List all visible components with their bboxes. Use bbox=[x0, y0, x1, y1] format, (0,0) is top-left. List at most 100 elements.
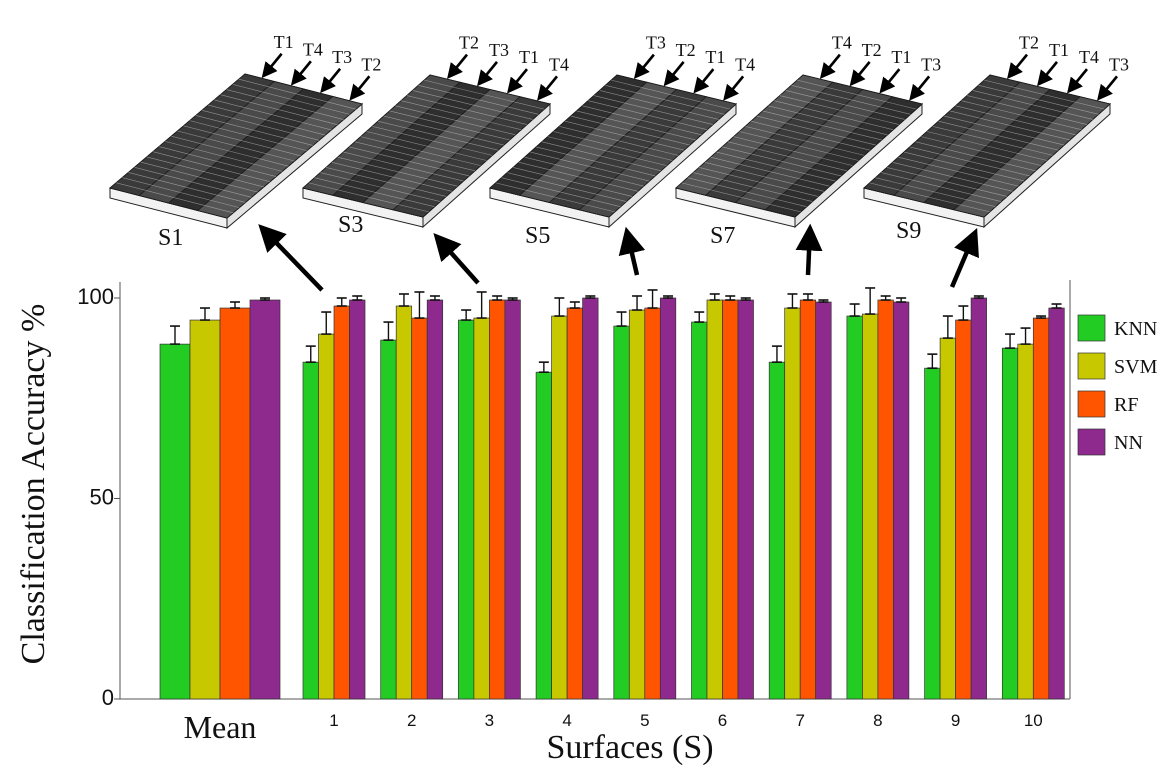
surface-ridge bbox=[727, 141, 848, 172]
surface-s9: T2 T1 T4 T3 S9 bbox=[862, 33, 1129, 244]
track-label-t3: T3 bbox=[332, 47, 352, 67]
track-arrow bbox=[849, 61, 871, 87]
surface-ridge bbox=[978, 84, 1099, 115]
surface-ridge bbox=[159, 146, 277, 177]
surface-ridge bbox=[881, 172, 1002, 202]
bar-knn-10 bbox=[1001, 347, 1019, 700]
x-tick-labels: Mean 1 2 3 4 5 6 7 8 9 10 bbox=[184, 709, 1043, 745]
track-arrow bbox=[633, 53, 655, 80]
bar-knn-4 bbox=[535, 371, 552, 700]
connector-arrow-s5 bbox=[618, 226, 646, 276]
track-arrow bbox=[261, 52, 283, 79]
bar-group-4 bbox=[535, 295, 599, 700]
legend-label-nn: NN bbox=[1114, 432, 1143, 454]
y-axis-title: Classification Accuracy % bbox=[15, 304, 52, 665]
bar-knn-mean bbox=[159, 343, 191, 700]
track-label-t1: T1 bbox=[891, 47, 911, 67]
bar-svm-5 bbox=[628, 309, 646, 700]
surface-ridge bbox=[785, 90, 905, 120]
surface-ridge bbox=[195, 115, 313, 146]
y-tick-labels: 0 50 100 bbox=[77, 284, 120, 710]
x-tick-label: 1 bbox=[329, 711, 338, 730]
surface-label-s3: S3 bbox=[338, 212, 363, 238]
bar-nn-6 bbox=[737, 299, 754, 700]
surface-ridge bbox=[337, 156, 458, 187]
track-label-t3: T3 bbox=[489, 40, 509, 60]
surface-ridge bbox=[189, 120, 307, 151]
track-label-t2: T2 bbox=[361, 54, 381, 74]
surface-ridge bbox=[588, 100, 708, 130]
surface-ridge bbox=[343, 151, 464, 182]
surface-ridge bbox=[366, 131, 487, 161]
surface-connector-arrows bbox=[258, 223, 979, 292]
surface-ridge bbox=[238, 78, 356, 110]
y-tick-label: 50 bbox=[90, 485, 114, 510]
track-label-t1: T1 bbox=[705, 47, 725, 67]
surface-ridge bbox=[146, 156, 264, 188]
bar-group-8 bbox=[846, 287, 910, 700]
bar-group-7 bbox=[768, 293, 832, 700]
bar-nn-2 bbox=[426, 299, 444, 700]
legend-swatch-knn bbox=[1077, 314, 1106, 342]
surface-ridge bbox=[722, 146, 842, 177]
surface-ridge bbox=[932, 126, 1053, 156]
connector-arrow-s7 bbox=[795, 223, 823, 276]
track-arrow bbox=[909, 75, 931, 101]
surface-ridge bbox=[921, 136, 1042, 166]
connector-arrow-s3 bbox=[433, 232, 480, 285]
surface-ridge bbox=[201, 109, 320, 141]
bar-knn-2 bbox=[380, 339, 397, 700]
surface-ridge bbox=[909, 146, 1030, 177]
x-tick-label: 8 bbox=[873, 711, 882, 730]
surface-ridge bbox=[152, 151, 271, 183]
bar-group-mean bbox=[159, 297, 281, 700]
surface-ridge bbox=[208, 104, 326, 136]
surface-ridge bbox=[122, 177, 240, 208]
x-tick-label: 4 bbox=[562, 711, 571, 730]
track-arrow bbox=[507, 68, 529, 94]
surface-label-s9: S9 bbox=[896, 218, 921, 244]
surface-ridge bbox=[140, 161, 258, 193]
bar-rf-4 bbox=[566, 307, 583, 700]
bar-nn-3 bbox=[504, 299, 521, 700]
surface-ridge bbox=[886, 167, 1007, 197]
surface-ridge bbox=[559, 126, 679, 156]
surface-ridge bbox=[570, 115, 690, 146]
surface-ridge bbox=[232, 84, 350, 115]
track-arrow bbox=[879, 68, 901, 94]
bar-svm-4 bbox=[551, 315, 568, 700]
bar-svm-mean bbox=[189, 319, 221, 700]
x-tick-label: 2 bbox=[407, 711, 416, 730]
surface-ridge bbox=[779, 95, 899, 125]
x-tick-label: 3 bbox=[485, 711, 494, 730]
surface-ridge bbox=[220, 94, 338, 126]
bar-svm-1 bbox=[318, 333, 335, 700]
surface-illustrations: T1 T4 T3 T2 S1 T2 T3 T1 T4 S3 T3 T2 T1 T4 S5 T4 T2 T1 T3 S7… bbox=[108, 32, 1129, 251]
surface-ridge bbox=[869, 182, 990, 213]
track-arrow bbox=[1067, 68, 1089, 94]
bar-rf-mean bbox=[219, 307, 251, 700]
surface-ridge bbox=[547, 136, 667, 166]
surface-ridge bbox=[513, 167, 633, 197]
surface-ridge bbox=[955, 105, 1076, 136]
surface-ridge bbox=[915, 141, 1036, 172]
x-axis-title: Surfaces (S) bbox=[546, 729, 713, 766]
track-label-t4: T4 bbox=[735, 54, 755, 74]
surface-ridge bbox=[768, 105, 888, 136]
bar-knn-8 bbox=[846, 315, 863, 700]
y-tick-label: 100 bbox=[77, 284, 114, 309]
x-tick-label: 7 bbox=[795, 711, 804, 730]
bar-group-1 bbox=[302, 295, 366, 700]
surface-ridge bbox=[171, 135, 289, 167]
surface-ridge bbox=[507, 172, 627, 202]
surface-ridge bbox=[593, 95, 713, 125]
surface-ridge bbox=[128, 172, 246, 203]
surface-ridge bbox=[412, 90, 533, 120]
surface-ridge bbox=[774, 100, 894, 130]
surface-s3: T2 T3 T1 T4 S3 bbox=[301, 33, 569, 238]
legend-label-rf: RF bbox=[1114, 394, 1138, 416]
surface-ridge bbox=[687, 177, 807, 208]
track-arrow bbox=[819, 53, 841, 80]
surface-ridge bbox=[762, 110, 882, 141]
surface-ridge bbox=[406, 95, 527, 125]
